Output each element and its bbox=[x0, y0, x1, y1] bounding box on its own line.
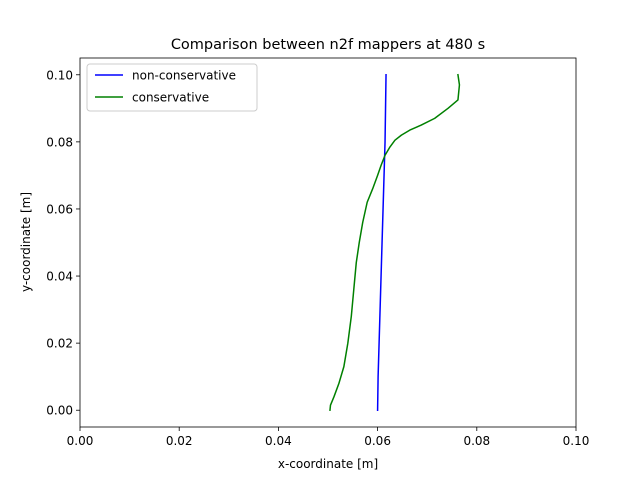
legend-box bbox=[86, 63, 258, 112]
x-tick-label: 0.10 bbox=[563, 434, 590, 448]
x-axis-label: x-coordinate [m] bbox=[278, 457, 378, 471]
legend-label: non-conservative bbox=[132, 69, 236, 83]
x-tick-label: 0.04 bbox=[265, 434, 292, 448]
y-tick-label: 0.10 bbox=[46, 68, 73, 82]
y-tick-label: 0.06 bbox=[46, 202, 73, 216]
x-tick-label: 0.06 bbox=[364, 434, 391, 448]
x-tick-label: 0.02 bbox=[166, 434, 193, 448]
y-tick-label: 0.08 bbox=[46, 135, 73, 149]
x-axis: 0.00 0.02 0.04 0.06 0.08 0.10 bbox=[67, 427, 590, 448]
y-axis: 0.00 0.02 0.04 0.06 0.08 0.10 bbox=[46, 68, 80, 418]
legend-label: conservative bbox=[132, 91, 209, 105]
y-axis-label: y-coordinate [m] bbox=[19, 192, 33, 292]
series-layer bbox=[329, 73, 461, 412]
plot-area bbox=[79, 57, 577, 428]
x-tick-label: 0.08 bbox=[463, 434, 490, 448]
series-line-non-conservative bbox=[376, 74, 387, 411]
legend: non-conservative conservative bbox=[86, 63, 258, 112]
y-tick-label: 0.02 bbox=[46, 337, 73, 351]
y-tick-label: 0.00 bbox=[46, 404, 73, 418]
chart-title: Comparison between n2f mappers at 480 s bbox=[171, 37, 485, 53]
series-line-conservative bbox=[329, 73, 461, 412]
x-tick-label: 0.00 bbox=[67, 434, 94, 448]
plot-frame bbox=[79, 57, 577, 428]
y-tick-label: 0.04 bbox=[46, 270, 73, 284]
